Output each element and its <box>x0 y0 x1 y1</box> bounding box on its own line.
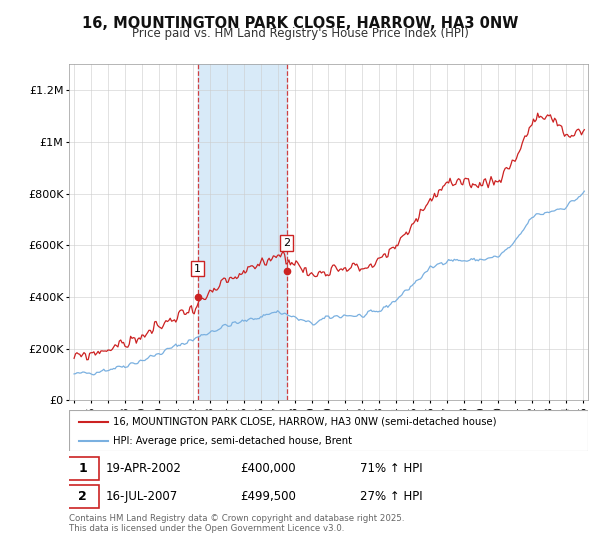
Text: Price paid vs. HM Land Registry's House Price Index (HPI): Price paid vs. HM Land Registry's House … <box>131 27 469 40</box>
Text: 2: 2 <box>283 238 290 248</box>
Text: HPI: Average price, semi-detached house, Brent: HPI: Average price, semi-detached house,… <box>113 436 352 446</box>
Text: £499,500: £499,500 <box>240 489 296 503</box>
Text: 71% ↑ HPI: 71% ↑ HPI <box>359 461 422 475</box>
Text: 19-APR-2002: 19-APR-2002 <box>106 461 181 475</box>
Text: £400,000: £400,000 <box>240 461 296 475</box>
FancyBboxPatch shape <box>67 456 98 480</box>
Text: 16, MOUNTINGTON PARK CLOSE, HARROW, HA3 0NW (semi-detached house): 16, MOUNTINGTON PARK CLOSE, HARROW, HA3 … <box>113 417 497 427</box>
FancyBboxPatch shape <box>67 484 98 508</box>
Text: 27% ↑ HPI: 27% ↑ HPI <box>359 489 422 503</box>
Text: 16-JUL-2007: 16-JUL-2007 <box>106 489 178 503</box>
Text: 2: 2 <box>78 489 87 503</box>
Text: 1: 1 <box>194 264 201 274</box>
FancyBboxPatch shape <box>69 410 588 451</box>
Text: 16, MOUNTINGTON PARK CLOSE, HARROW, HA3 0NW: 16, MOUNTINGTON PARK CLOSE, HARROW, HA3 … <box>82 16 518 31</box>
Bar <box>198 64 287 400</box>
Text: Contains HM Land Registry data © Crown copyright and database right 2025.
This d: Contains HM Land Registry data © Crown c… <box>69 514 404 534</box>
Text: 1: 1 <box>78 461 87 475</box>
